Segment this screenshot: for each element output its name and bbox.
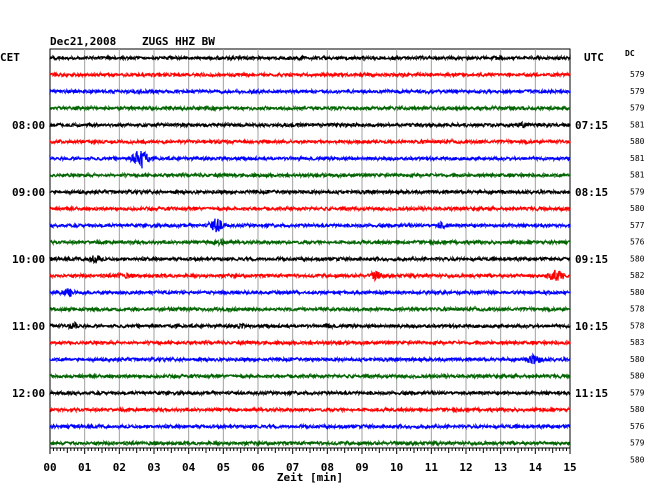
right-time-label: 08:15 (575, 186, 608, 199)
trace-line (49, 338, 571, 347)
dc-value-label: 582 (630, 271, 645, 280)
x-tick-label: 11 (425, 461, 439, 474)
x-tick-label: 10 (390, 461, 403, 474)
dc-value-label: 579 (630, 388, 645, 397)
x-tick-label: 08 (321, 461, 334, 474)
right-time-label: 11:15 (575, 387, 608, 400)
x-tick-label: 14 (529, 461, 543, 474)
trace-line (49, 171, 571, 180)
dc-value-label: 579 (630, 70, 645, 79)
x-tick-label: 00 (43, 461, 56, 474)
trace-line (49, 352, 571, 365)
dc-value-label: 579 (630, 439, 645, 448)
dc-value-label: 580 (630, 355, 645, 364)
x-tick-label: 02 (113, 461, 126, 474)
dc-header-label: DC (625, 49, 635, 58)
trace-line (49, 320, 571, 331)
trace-line (49, 204, 571, 213)
trace-line (49, 237, 571, 248)
trace-line (49, 405, 571, 414)
trace-line (49, 439, 571, 448)
dc-value-label: 576 (630, 238, 645, 247)
dc-value-label: 579 (630, 187, 645, 196)
grid-lines (84, 49, 536, 448)
left-time-label: 09:00 (12, 186, 45, 199)
x-tick-label: 06 (251, 461, 265, 474)
trace-line (49, 137, 571, 146)
x-tick-label: 03 (147, 461, 160, 474)
dc-value-label: 576 (630, 422, 645, 431)
right-time-labels: 07:15 08:15 09:15 10:15 11:15 (575, 119, 608, 400)
dc-value-label: 578 (630, 321, 645, 330)
trace-line (49, 70, 571, 79)
x-tick-label: 13 (494, 461, 507, 474)
trace-line (49, 269, 571, 283)
dc-value-label: 580 (630, 455, 645, 464)
dc-value-label: 577 (630, 221, 645, 230)
trace-line (49, 218, 571, 233)
trace-line (49, 54, 571, 62)
station-label: ZUGS HHZ BW (142, 35, 215, 48)
dc-value-labels: 579 579 579 581 580 581 581 579 580 577 576 580 582 5… (630, 70, 645, 464)
left-time-label: 08:00 (12, 119, 45, 132)
x-tick-label: 09 (355, 461, 368, 474)
dc-value-label: 580 (630, 288, 645, 297)
x-tick-label: 07 (286, 461, 299, 474)
date-label: Dec21,2008 (50, 35, 116, 48)
right-zone-label: UTC (584, 51, 604, 64)
x-tick-label: 12 (459, 461, 472, 474)
trace-line (49, 389, 571, 397)
right-time-label: 07:15 (575, 119, 608, 132)
dc-value-label: 578 (630, 305, 645, 314)
dc-value-label: 581 (630, 154, 645, 163)
seismic-traces (49, 54, 571, 448)
dc-value-label: 581 (630, 171, 645, 180)
x-tick-label: 05 (217, 461, 230, 474)
trace-line (49, 255, 571, 265)
trace-line (49, 104, 571, 112)
dc-value-label: 579 (630, 104, 645, 113)
trace-line (49, 120, 571, 129)
right-time-label: 09:15 (575, 253, 608, 266)
trace-line (49, 150, 571, 169)
dc-value-label: 580 (630, 372, 645, 381)
x-axis-label: Zeit [min] (277, 471, 343, 484)
left-time-labels: 08:00 09:00 10:00 11:00 12:00 (12, 119, 45, 400)
trace-line (49, 305, 571, 314)
x-tick-label: 01 (78, 461, 92, 474)
dc-value-label: 580 (630, 137, 645, 146)
trace-line (49, 188, 571, 196)
left-time-label: 12:00 (12, 387, 45, 400)
trace-line (49, 422, 571, 431)
x-tick-label: 04 (182, 461, 196, 474)
trace-line (49, 288, 571, 298)
trace-line (49, 372, 571, 381)
x-tick-label: 15 (563, 461, 576, 474)
dc-value-label: 580 (630, 204, 645, 213)
left-time-label: 10:00 (12, 253, 45, 266)
dc-value-label: 583 (630, 338, 645, 347)
dc-value-label: 581 (630, 120, 645, 129)
right-time-label: 10:15 (575, 320, 608, 333)
dc-value-label: 580 (630, 405, 645, 414)
left-time-label: 11:00 (12, 320, 45, 333)
trace-line (49, 87, 571, 96)
left-zone-label: CET (0, 51, 20, 64)
dc-value-label: 580 (630, 254, 645, 263)
dc-value-label: 579 (630, 87, 645, 96)
x-axis: 00 01 02 03 04 05 06 07 08 09 10 11 12 13 14 15 (43, 448, 577, 474)
